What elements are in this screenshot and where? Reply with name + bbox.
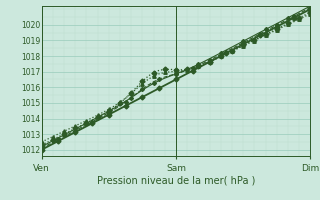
- X-axis label: Pression niveau de la mer( hPa ): Pression niveau de la mer( hPa ): [97, 175, 255, 185]
